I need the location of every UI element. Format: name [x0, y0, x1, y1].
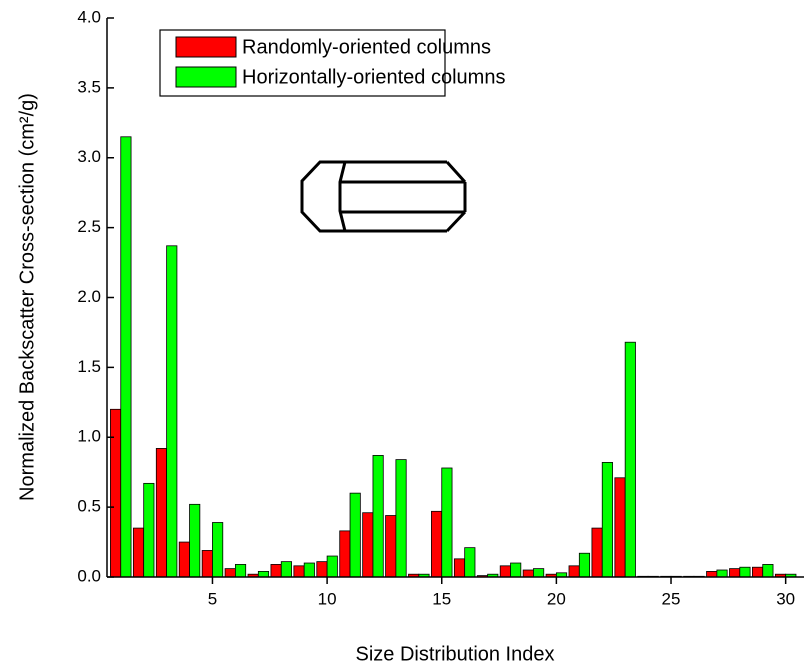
- bar: [464, 547, 476, 578]
- y-tick-label: 1.0: [77, 427, 101, 446]
- bar: [270, 564, 282, 578]
- bar: [349, 492, 361, 578]
- y-tick-label: 0.0: [77, 566, 101, 585]
- legend-label: Randomly-oriented columns: [242, 36, 491, 58]
- x-tick-label: 10: [318, 589, 337, 608]
- bar: [201, 550, 213, 578]
- x-tick-label: 5: [208, 589, 217, 608]
- legend-swatch: [175, 36, 237, 58]
- bar: [729, 568, 741, 578]
- bar: [601, 462, 613, 578]
- bar: [510, 562, 522, 578]
- x-tick-label: 30: [776, 589, 795, 608]
- x-tick-label: 15: [432, 589, 451, 608]
- column-icon: [300, 160, 467, 233]
- bar: [293, 565, 305, 578]
- bar: [234, 564, 247, 578]
- bar: [316, 561, 328, 578]
- bar: [395, 459, 407, 578]
- bar: [762, 564, 774, 578]
- bar: [120, 136, 132, 578]
- bar: [224, 568, 236, 578]
- y-axis-label: Normalized Backscatter Cross-section (cm…: [16, 93, 38, 501]
- y-tick-label: 2.0: [77, 287, 101, 306]
- y-tick-label: 3.5: [77, 77, 101, 96]
- bar: [178, 541, 190, 578]
- bar: [326, 555, 338, 578]
- y-tick-label: 0.5: [77, 497, 101, 516]
- bar: [132, 527, 145, 578]
- bar: [739, 566, 751, 578]
- bar: [303, 562, 315, 578]
- bar: [522, 569, 534, 578]
- y-tick-label: 4.0: [77, 7, 101, 26]
- bar: [716, 569, 728, 578]
- x-tick-label: 20: [547, 589, 566, 608]
- bar: [441, 467, 453, 578]
- bar: [752, 566, 764, 578]
- bar: [453, 558, 466, 578]
- y-tick-label: 2.5: [77, 217, 101, 236]
- bar: [155, 448, 168, 578]
- x-axis-label: Size Distribution Index: [356, 643, 555, 665]
- bar: [578, 552, 591, 578]
- x-tick-label: 25: [662, 589, 681, 608]
- bar: [189, 503, 201, 578]
- bar: [372, 455, 384, 578]
- y-tick-label: 3.0: [77, 147, 101, 166]
- bar: [257, 571, 270, 578]
- bar: [166, 245, 178, 578]
- bar: [143, 482, 155, 578]
- bar: [339, 530, 351, 578]
- legend-label: Horizontally-oriented columns: [242, 66, 505, 88]
- bar: [362, 512, 374, 578]
- y-tick-label: 1.5: [77, 357, 101, 376]
- bar: [212, 522, 224, 578]
- bar: [568, 565, 580, 578]
- bar: [614, 477, 626, 578]
- bar: [499, 565, 511, 578]
- bar: [591, 527, 603, 578]
- bar: [385, 515, 397, 578]
- bar: [110, 408, 122, 578]
- bar: [706, 571, 718, 578]
- bar: [533, 568, 545, 578]
- bar: [280, 561, 292, 578]
- bar: [431, 510, 443, 578]
- legend-swatch: [175, 66, 237, 88]
- bar: [624, 341, 636, 578]
